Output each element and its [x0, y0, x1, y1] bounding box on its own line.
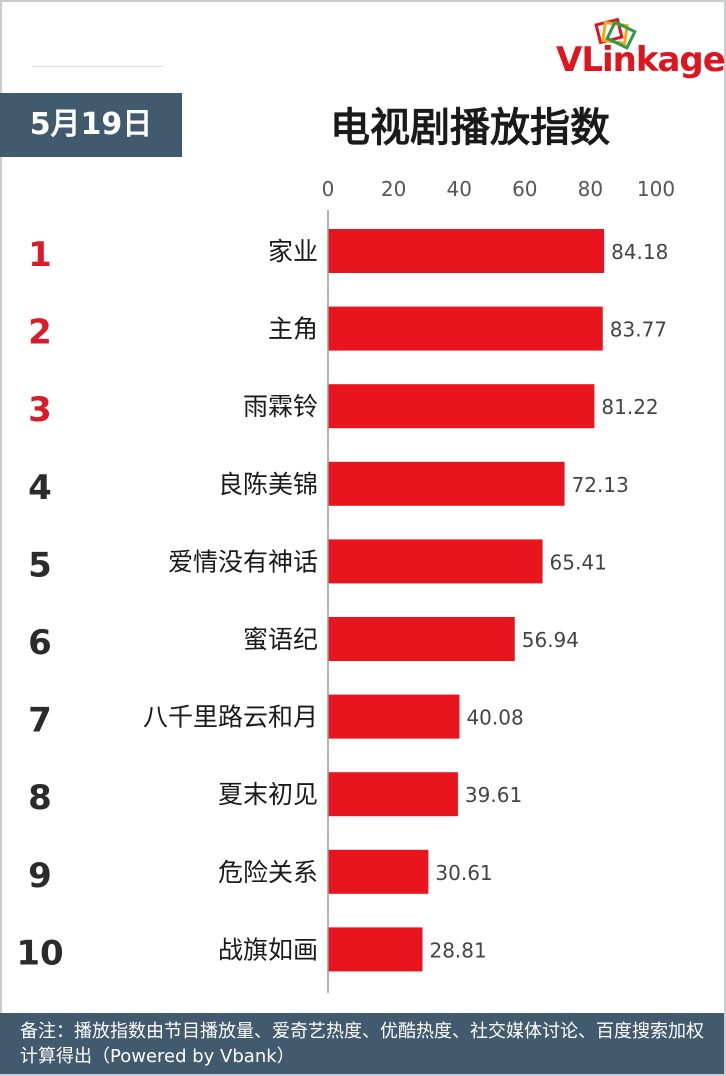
- rank-number: 3: [28, 390, 52, 430]
- chart-title: 电视剧播放指数: [330, 105, 610, 151]
- category-label: 爱情没有神话: [168, 547, 318, 576]
- category-label: 危险关系: [218, 858, 318, 887]
- category-label: 雨霖铃: [243, 392, 318, 421]
- category-label: 主角: [268, 315, 318, 344]
- footer-note-bar: 备注：播放指数由节目播放量、爱奇艺热度、优酷热度、社交媒体讨论、百度搜索加权计算…: [0, 1013, 724, 1074]
- logo-frames-icon: [594, 17, 637, 50]
- footer-note: 备注：播放指数由节目播放量、爱奇艺热度、优酷热度、社交媒体讨论、百度搜索加权计算…: [20, 1021, 704, 1067]
- rank-number: 10: [16, 933, 63, 973]
- rank-number: 5: [28, 545, 52, 585]
- category-label: 战旗如画: [218, 935, 318, 964]
- value-label: 81.22: [601, 395, 658, 419]
- bar: [328, 229, 605, 273]
- value-label: 65.41: [550, 550, 607, 574]
- bar: [328, 694, 460, 739]
- x-tick-label: 0: [322, 177, 335, 201]
- date-badge: 5月19日: [0, 93, 182, 157]
- value-label: 40.08: [466, 706, 523, 730]
- rank-number: 6: [28, 623, 52, 663]
- category-label: 良陈美锦: [218, 470, 318, 499]
- bar: [328, 772, 458, 817]
- logo-text: VLinkage: [556, 40, 726, 80]
- category-label: 家业: [268, 237, 318, 266]
- bar: [328, 927, 423, 972]
- logo-letter-v: V: [556, 40, 582, 80]
- value-label: 30.61: [435, 861, 492, 885]
- bar: [328, 306, 603, 351]
- category-label: 夏末初见: [218, 780, 318, 809]
- rank-number: 7: [28, 701, 52, 741]
- bar: [328, 617, 515, 661]
- value-label: 72.13: [572, 473, 629, 497]
- value-label: 83.77: [610, 318, 667, 342]
- rank-number: 9: [28, 856, 52, 896]
- top-divider: [32, 66, 162, 67]
- rank-number: 8: [28, 778, 52, 818]
- bar: [328, 384, 595, 429]
- rank-number: 1: [28, 235, 52, 275]
- date-label: 5月19日: [29, 107, 153, 142]
- x-tick-label: 40: [446, 177, 471, 201]
- value-label: 56.94: [522, 628, 579, 652]
- vlinkage-logo: VLinkage: [554, 16, 726, 86]
- category-label: 八千里路云和月: [143, 703, 318, 732]
- bar: [328, 849, 429, 894]
- rank-number: 4: [28, 468, 52, 508]
- value-label: 28.81: [429, 938, 486, 962]
- value-label: 84.18: [611, 240, 668, 264]
- rank-number: 2: [28, 313, 52, 353]
- bar: [328, 539, 543, 584]
- x-tick-label: 60: [512, 177, 537, 201]
- x-tick-label: 20: [381, 177, 406, 201]
- category-label: 蜜语纪: [243, 625, 318, 654]
- bar: [328, 461, 565, 506]
- x-tick-label: 100: [637, 177, 675, 201]
- x-tick-label: 80: [578, 177, 603, 201]
- value-label: 39.61: [465, 783, 522, 807]
- logo-wordmark: Linkage: [581, 40, 725, 80]
